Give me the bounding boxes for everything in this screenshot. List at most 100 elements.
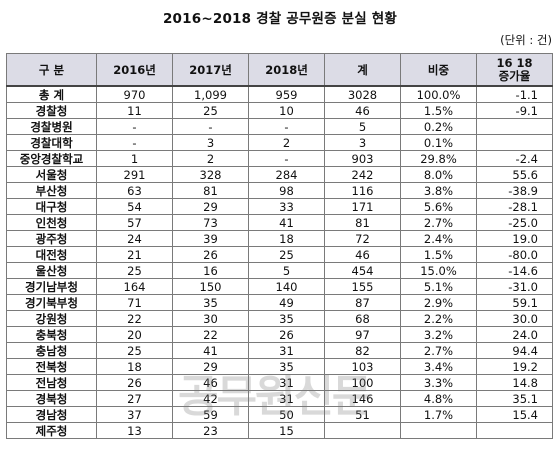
- cell-2016: 63: [96, 182, 173, 199]
- cell-change-rate: 30.0: [476, 310, 553, 327]
- table-row: 광주청 24 39 18 72 2.4% 19.0: [6, 230, 553, 247]
- cell-2018: 140: [248, 278, 325, 295]
- cell-region: 전남청: [6, 374, 97, 391]
- cell-total: 155: [324, 278, 401, 295]
- cell-2017: 26: [172, 246, 249, 263]
- cell-region: 경기북부청: [6, 294, 97, 311]
- cell-2016: -: [96, 118, 173, 135]
- cell-total: 116: [324, 182, 401, 199]
- cell-2017: 39: [172, 230, 249, 247]
- cell-change-rate: 59.1: [476, 294, 553, 311]
- cell-2016: 20: [96, 326, 173, 343]
- cell-change-rate: -38.9: [476, 182, 553, 199]
- cell-2018: -: [248, 118, 325, 135]
- cell-2017: 328: [172, 166, 249, 183]
- cell-region: 중앙경찰학교: [6, 150, 97, 167]
- cell-2018: 35: [248, 358, 325, 375]
- cell-region: 경북청: [6, 390, 97, 407]
- cell-total: [324, 422, 401, 439]
- cell-total: 171: [324, 198, 401, 215]
- unit-label: (단위 : 건): [500, 33, 552, 47]
- cell-region: 충북청: [6, 326, 97, 343]
- cell-share: 29.8%: [400, 150, 477, 167]
- cell-2016: 18: [96, 358, 173, 375]
- table-row: 부산청 63 81 98 116 3.8% -38.9: [6, 182, 553, 199]
- cell-total: 3: [324, 134, 401, 151]
- table-row: 충남청 25 41 31 82 2.7% 94.4: [6, 342, 553, 359]
- table-row: 대구청 54 29 33 171 5.6% -28.1: [6, 198, 553, 215]
- cell-total: 103: [324, 358, 401, 375]
- header-category: 구 분: [6, 53, 97, 87]
- cell-share: 100.0%: [400, 85, 477, 103]
- table-row: 경남청 37 59 50 51 1.7% 15.4: [6, 406, 553, 423]
- cell-total: 46: [324, 102, 401, 119]
- cell-total: 46: [324, 246, 401, 263]
- table-row: 경찰청 11 25 10 46 1.5% -9.1: [6, 102, 553, 119]
- cell-2017: 81: [172, 182, 249, 199]
- cell-share: 15.0%: [400, 262, 477, 279]
- cell-share: 0.2%: [400, 118, 477, 135]
- cell-2018: -: [248, 150, 325, 167]
- header-total: 계: [324, 53, 401, 87]
- table-row: 제주청 13 23 15: [6, 422, 553, 439]
- cell-2016: 164: [96, 278, 173, 295]
- cell-2017: 29: [172, 198, 249, 215]
- cell-share: 3.4%: [400, 358, 477, 375]
- cell-share: 4.8%: [400, 390, 477, 407]
- table-row: 중앙경찰학교 1 2-903 29.8% -2.4: [6, 150, 553, 167]
- cell-2017: 25: [172, 102, 249, 119]
- cell-total: 81: [324, 214, 401, 231]
- cell-2016: 22: [96, 310, 173, 327]
- cell-region: 강원청: [6, 310, 97, 327]
- cell-total: 454: [324, 262, 401, 279]
- cell-total: 5: [324, 118, 401, 135]
- cell-region: 울산청: [6, 262, 97, 279]
- cell-share: 3.8%: [400, 182, 477, 199]
- table-row: 경북청 27 42 31 146 4.8% 35.1: [6, 390, 553, 407]
- cell-change-rate: -28.1: [476, 198, 553, 215]
- cell-change-rate: 15.4: [476, 406, 553, 423]
- cell-change-rate: -14.6: [476, 262, 553, 279]
- cell-2017: 2: [172, 150, 249, 167]
- cell-2017: 59: [172, 406, 249, 423]
- cell-region: 제주청: [6, 422, 97, 439]
- table-row: 전북청 18 29 35 103 3.4% 19.2: [6, 358, 553, 375]
- cell-2017: 42: [172, 390, 249, 407]
- table-header-row: 구 분 2016년 2017년 2018년 계 비중 16 18 증가율: [6, 53, 553, 87]
- cell-2018: 41: [248, 214, 325, 231]
- cell-share: 1.5%: [400, 246, 477, 263]
- cell-2018: 284: [248, 166, 325, 183]
- cell-total: 3028: [324, 85, 401, 103]
- cell-total: 68: [324, 310, 401, 327]
- table-row: 서울청 291 328 284 242 8.0% 55.6: [6, 166, 553, 183]
- cell-2017: 46: [172, 374, 249, 391]
- cell-change-rate: 35.1: [476, 390, 553, 407]
- cell-total: 72: [324, 230, 401, 247]
- cell-total: 146: [324, 390, 401, 407]
- header-2018: 2018년: [248, 53, 325, 87]
- table-row: 경찰대학 -3 2 3 0.1%: [6, 134, 553, 151]
- cell-region: 경찰대학: [6, 134, 97, 151]
- cell-2017: 29: [172, 358, 249, 375]
- cell-2017: 35: [172, 294, 249, 311]
- cell-2018: 26: [248, 326, 325, 343]
- cell-total: 100: [324, 374, 401, 391]
- cell-2018: 31: [248, 390, 325, 407]
- loss-statistics-table: 구 분 2016년 2017년 2018년 계 비중 16 18 증가율 총 계…: [6, 53, 553, 439]
- cell-region: 부산청: [6, 182, 97, 199]
- cell-2017: 30: [172, 310, 249, 327]
- cell-share: 3.2%: [400, 326, 477, 343]
- cell-share: 2.7%: [400, 214, 477, 231]
- table-row: 인천청 57 73 41 81 2.7% -25.0: [6, 214, 553, 231]
- cell-2018: 2: [248, 134, 325, 151]
- cell-region: 대구청: [6, 198, 97, 215]
- cell-2018: 35: [248, 310, 325, 327]
- cell-total: 97: [324, 326, 401, 343]
- header-share: 비중: [400, 53, 477, 87]
- cell-share: 1.7%: [400, 406, 477, 423]
- header-change-label: 증가율: [498, 68, 531, 83]
- cell-2016: 13: [96, 422, 173, 439]
- cell-2017: 150: [172, 278, 249, 295]
- cell-share: 2.2%: [400, 310, 477, 327]
- cell-region: 경기남부청: [6, 278, 97, 295]
